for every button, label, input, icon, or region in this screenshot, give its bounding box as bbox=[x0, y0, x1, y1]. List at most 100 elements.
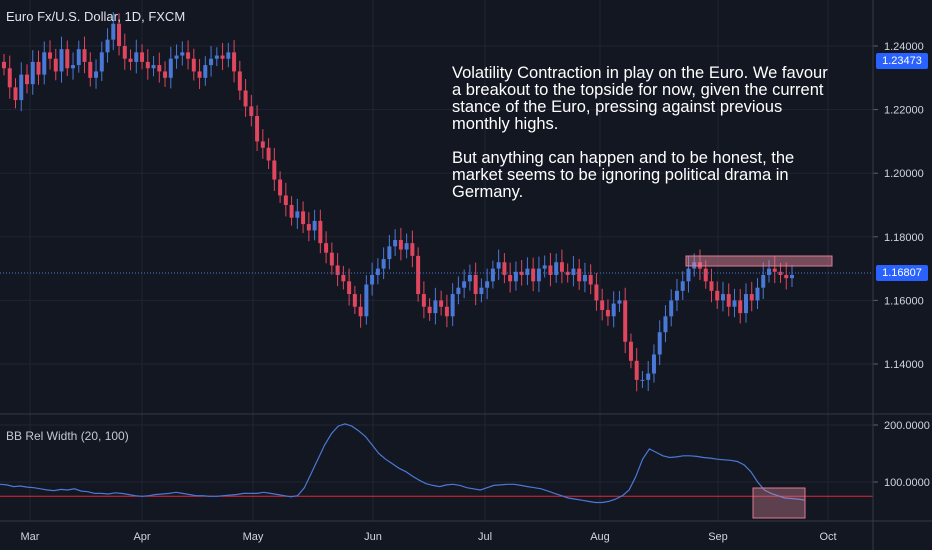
candle-body bbox=[306, 224, 311, 231]
candle-body bbox=[651, 354, 656, 374]
candle-body bbox=[703, 268, 708, 282]
candle-body bbox=[404, 243, 409, 250]
candle-body bbox=[686, 268, 691, 282]
candle-body bbox=[364, 284, 369, 317]
candle-body bbox=[605, 309, 610, 317]
candle-body bbox=[272, 160, 277, 180]
candle-body bbox=[450, 294, 455, 317]
candle-body bbox=[88, 61, 93, 78]
candle-body bbox=[709, 281, 714, 291]
price-tick-label: 1.20000 bbox=[884, 168, 924, 180]
candles bbox=[2, 12, 794, 392]
month-tick-label: Oct bbox=[819, 531, 836, 543]
candle-body bbox=[197, 71, 202, 78]
candle-body bbox=[375, 268, 380, 275]
candle-body bbox=[180, 52, 185, 56]
month-tick-label: Apr bbox=[133, 531, 150, 543]
candle-body bbox=[697, 262, 702, 269]
bb-rel-width-line bbox=[0, 423, 806, 504]
candle-body bbox=[301, 211, 306, 225]
candle-body bbox=[410, 243, 415, 256]
candle-body bbox=[398, 239, 403, 250]
candle-body bbox=[490, 268, 495, 282]
candle-body bbox=[594, 284, 599, 301]
time-axis: Mar Apr May Jun Jul Aug Sep Oct bbox=[21, 531, 837, 543]
candle-body bbox=[790, 274, 794, 279]
candle-body bbox=[444, 306, 449, 317]
candle-body bbox=[628, 341, 633, 361]
indicator-title: BB Rel Width (20, 100) bbox=[6, 429, 129, 443]
price-tick-label: 1.22000 bbox=[884, 105, 924, 117]
candle-body bbox=[473, 274, 478, 295]
month-tick-label: Aug bbox=[590, 531, 610, 543]
resistance-box bbox=[685, 255, 833, 267]
contraction-box bbox=[752, 487, 806, 519]
candle-body bbox=[312, 220, 317, 231]
candle-body bbox=[743, 294, 748, 314]
candle-body bbox=[611, 303, 616, 317]
candle-body bbox=[318, 220, 323, 244]
candle-body bbox=[485, 281, 490, 288]
candle-body bbox=[174, 55, 179, 59]
candle-body bbox=[732, 300, 737, 307]
candle-body bbox=[157, 65, 162, 72]
candle-body bbox=[508, 274, 513, 282]
candle-body bbox=[766, 268, 771, 275]
indicator-tick-label: 200.0000 bbox=[884, 420, 930, 432]
candle-body bbox=[674, 290, 679, 301]
candle-body bbox=[456, 287, 461, 295]
candle-body bbox=[209, 58, 214, 66]
price-tick-label: 1.16000 bbox=[884, 295, 924, 307]
candle-body bbox=[145, 61, 150, 69]
candle-body bbox=[30, 61, 35, 85]
candle-body bbox=[71, 65, 76, 69]
candle-body bbox=[76, 49, 81, 66]
candle-body bbox=[226, 52, 231, 59]
candle-body bbox=[53, 58, 58, 72]
symbol-title: Euro Fx/U.S. Dollar, 1D, FXCM bbox=[6, 9, 186, 24]
candle-body bbox=[163, 71, 168, 78]
candle-body bbox=[370, 274, 375, 285]
candle-body bbox=[559, 262, 564, 272]
candle-body bbox=[237, 71, 242, 91]
candle-body bbox=[151, 65, 156, 69]
annotation-paragraph: But anything can happen and to be honest… bbox=[452, 149, 795, 201]
candle-body bbox=[25, 74, 30, 85]
price-tick-label: 1.24000 bbox=[884, 41, 924, 53]
candle-body bbox=[772, 268, 777, 272]
candle-body bbox=[433, 300, 438, 314]
candle-body bbox=[755, 287, 760, 301]
price-tick-label: 1.14000 bbox=[884, 359, 924, 371]
candle-body bbox=[479, 287, 484, 295]
candle-body bbox=[669, 300, 674, 317]
candle-body bbox=[554, 262, 559, 275]
candle-body bbox=[352, 294, 357, 307]
price-axis: 1.24000 1.22000 1.20000 1.18000 1.16000 1.140… bbox=[873, 41, 924, 371]
candle-body bbox=[65, 49, 70, 69]
candle-body bbox=[19, 74, 24, 101]
candle-body bbox=[623, 300, 628, 342]
candle-body bbox=[140, 52, 145, 62]
candle-body bbox=[496, 262, 501, 269]
candle-body bbox=[203, 65, 208, 78]
candle-body bbox=[278, 179, 283, 196]
candle-body bbox=[634, 360, 639, 380]
candle-body bbox=[329, 252, 334, 266]
candle-body bbox=[289, 205, 294, 218]
candle-body bbox=[536, 268, 541, 282]
grid-lines bbox=[0, 0, 873, 521]
candle-body bbox=[588, 274, 593, 285]
candle-body bbox=[186, 52, 191, 59]
candle-body bbox=[243, 90, 248, 107]
candle-body bbox=[646, 373, 651, 380]
candle-body bbox=[214, 55, 219, 59]
candle-body bbox=[13, 87, 18, 101]
candle-body bbox=[582, 274, 587, 282]
candle-body bbox=[7, 68, 12, 88]
candle-body bbox=[117, 23, 122, 46]
candle-body bbox=[519, 271, 524, 275]
candle-body bbox=[393, 239, 398, 247]
month-tick-label: May bbox=[243, 531, 264, 543]
candle-body bbox=[617, 300, 622, 304]
